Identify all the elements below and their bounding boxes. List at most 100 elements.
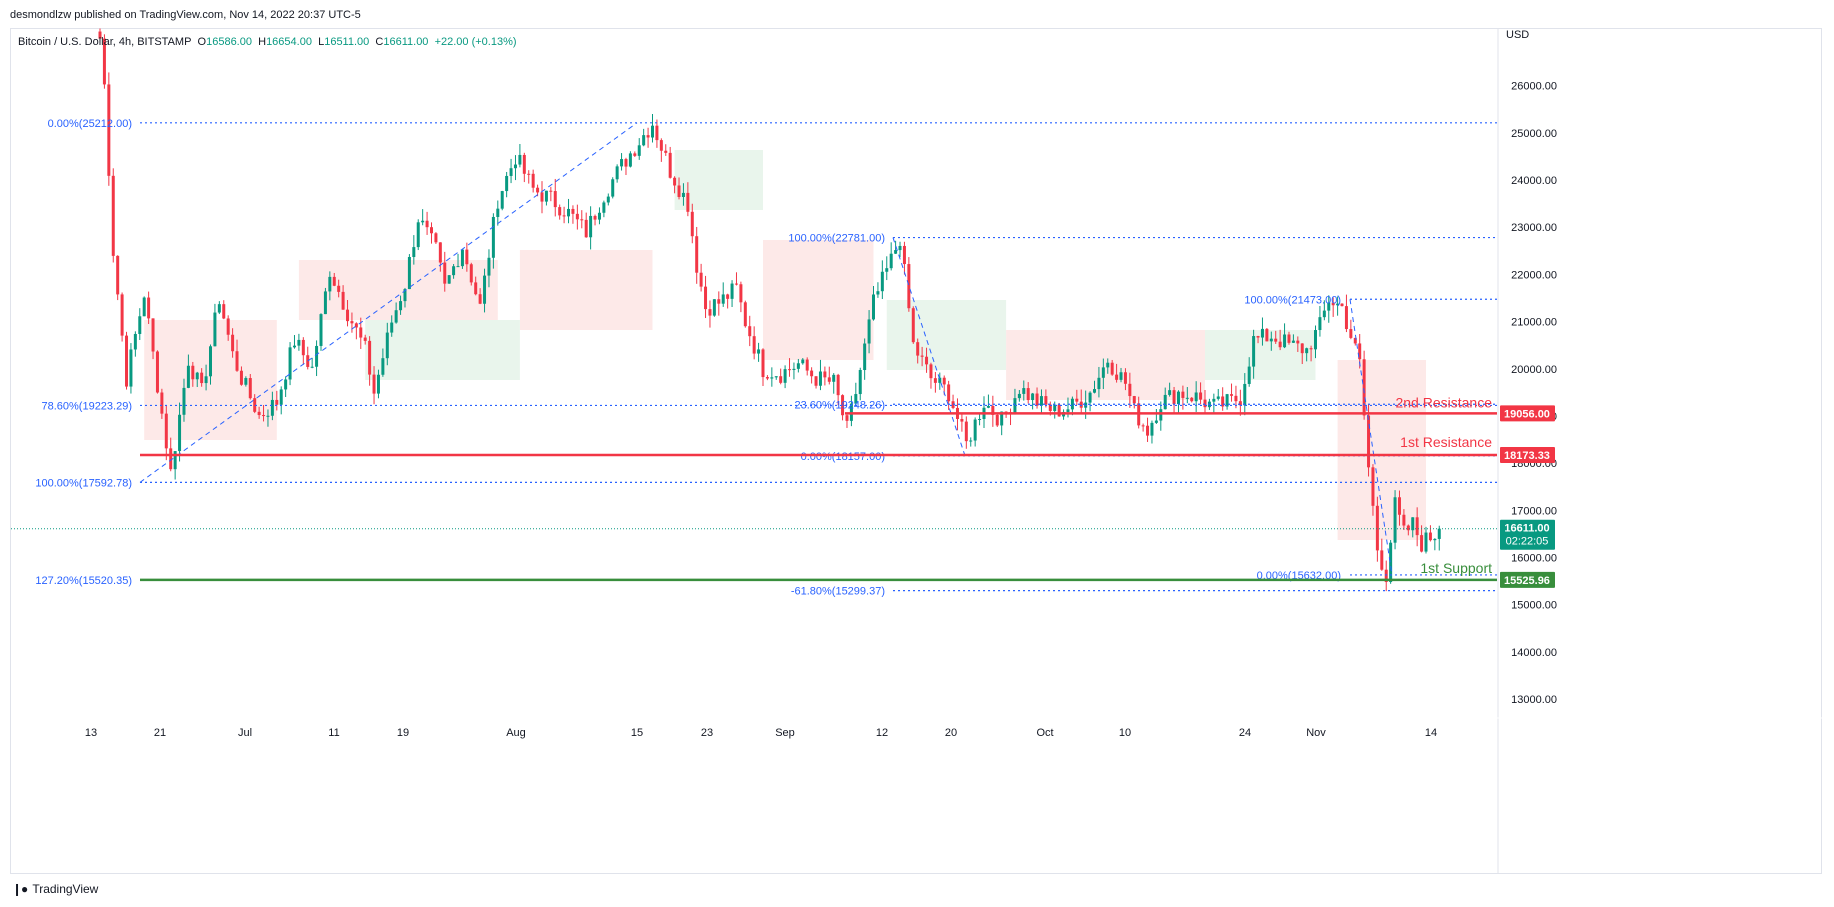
candle-body xyxy=(1141,425,1145,427)
candle-body xyxy=(164,413,168,449)
bar-countdown: 02:22:05 xyxy=(1506,536,1549,548)
candle-body xyxy=(178,414,182,452)
candle-body xyxy=(1305,348,1309,354)
candle-body xyxy=(898,245,902,251)
candle-body xyxy=(1066,409,1070,412)
candle-body xyxy=(748,326,752,337)
candle-body xyxy=(664,150,668,153)
price-tick-label: 22000.00 xyxy=(1511,269,1557,281)
candle-body xyxy=(323,291,327,315)
chart-frame[interactable] xyxy=(10,28,1822,874)
candle-body xyxy=(1181,391,1185,398)
candle-body xyxy=(792,368,796,370)
candle-body xyxy=(173,451,177,470)
candle-body xyxy=(1327,302,1331,311)
candle-body xyxy=(1411,517,1415,531)
candle-body xyxy=(182,387,186,415)
candle-body xyxy=(606,196,610,203)
candle-body xyxy=(991,405,995,415)
candle-body xyxy=(1115,374,1119,380)
candle-body xyxy=(513,164,517,169)
candle-body xyxy=(1075,398,1079,402)
candle-body xyxy=(628,153,632,167)
candle-body xyxy=(810,370,814,377)
candle-body xyxy=(469,264,473,283)
candle-body xyxy=(1048,404,1052,411)
candle-body xyxy=(151,318,155,352)
candle-body xyxy=(858,370,862,395)
candle-body xyxy=(1353,337,1357,344)
candle-body xyxy=(872,294,875,320)
candle-body xyxy=(1159,409,1163,421)
cloud-segment xyxy=(298,260,498,320)
candle-body xyxy=(1176,391,1180,405)
candle-body xyxy=(518,154,522,165)
low-label: L xyxy=(318,36,325,48)
candle-body xyxy=(575,213,579,220)
cloud-segment xyxy=(1006,330,1205,400)
candle-body xyxy=(1225,394,1229,407)
candle-body xyxy=(995,414,999,426)
candle-body xyxy=(788,369,792,371)
candle-body xyxy=(337,285,341,292)
candle-body xyxy=(964,421,968,442)
fib-trendline xyxy=(892,237,966,456)
close-value: 16611.00 xyxy=(383,36,429,48)
candle-body xyxy=(1314,330,1317,350)
candle-body xyxy=(474,282,478,295)
candle-body xyxy=(1384,569,1388,583)
tradingview-logo-icon: ❙● xyxy=(12,882,28,896)
candle-body xyxy=(571,208,575,214)
candle-body xyxy=(275,399,279,405)
candle-body xyxy=(947,384,951,402)
candle-body xyxy=(1243,383,1247,406)
candle-body xyxy=(434,233,438,243)
candle-body xyxy=(752,336,756,354)
last-price-value: 16611.00 xyxy=(1504,523,1549,535)
candle-body xyxy=(239,370,243,385)
high-label: H xyxy=(258,36,267,48)
candle-body xyxy=(1283,334,1287,348)
candle-body xyxy=(801,359,805,364)
candle-body xyxy=(1216,396,1220,399)
price-tick-label: 21000.00 xyxy=(1511,317,1557,329)
candle-body xyxy=(1406,525,1410,531)
candle-body xyxy=(142,297,146,317)
price-tick-label: 25000.00 xyxy=(1511,128,1557,140)
candle-body xyxy=(403,289,407,302)
candle-body xyxy=(734,283,738,285)
candle-body xyxy=(107,84,111,176)
footer-brand[interactable]: ❙● TradingView xyxy=(12,882,98,896)
candle-body xyxy=(244,378,248,385)
candle-body xyxy=(1123,372,1127,384)
candle-body xyxy=(284,379,288,390)
candle-body xyxy=(770,377,774,379)
candle-body xyxy=(1146,425,1150,436)
time-tick-label: Oct xyxy=(1036,727,1053,739)
open-label: O xyxy=(197,36,207,48)
open-value: 16586.00 xyxy=(206,36,252,48)
candle-body xyxy=(1172,390,1176,405)
candle-body xyxy=(394,310,398,323)
candle-body xyxy=(368,340,372,375)
candle-body xyxy=(911,308,915,343)
close-label: C xyxy=(375,36,384,48)
candle-body xyxy=(757,349,761,354)
candle-body xyxy=(836,374,840,396)
candle-body xyxy=(1397,497,1401,515)
candle-body xyxy=(633,153,637,156)
candle-body xyxy=(1287,334,1291,343)
low-value: 16511.00 xyxy=(324,36,370,48)
candle-body xyxy=(659,140,663,151)
candle-body xyxy=(686,192,690,212)
fib-trendline xyxy=(1349,299,1393,575)
candle-body xyxy=(1247,366,1251,384)
candle-body xyxy=(125,335,129,387)
price-tick-label: 23000.00 xyxy=(1511,222,1557,234)
time-tick-label: Aug xyxy=(506,727,526,739)
candle-body xyxy=(867,319,871,344)
candle-body xyxy=(460,249,464,267)
candle-body xyxy=(1349,329,1353,338)
time-tick-label: 14 xyxy=(1425,727,1437,739)
